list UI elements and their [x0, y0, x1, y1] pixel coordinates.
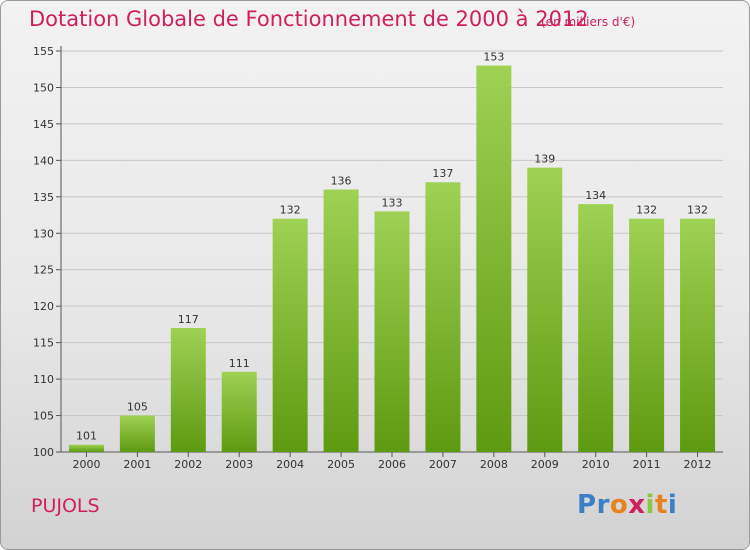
- logo-letter: r: [596, 490, 610, 520]
- value-label: 132: [687, 204, 708, 217]
- bars: [68, 65, 716, 452]
- commune-name: PUJOLS: [31, 495, 100, 517]
- y-tick-label: 145: [33, 118, 54, 131]
- x-tick-label: 2004: [276, 458, 304, 471]
- x-tick-label: 2002: [174, 458, 202, 471]
- x-tick-label: 2007: [429, 458, 457, 471]
- bar: [323, 189, 359, 452]
- y-tick-label: 125: [33, 264, 54, 277]
- bar: [374, 211, 410, 452]
- x-tick-label: 2011: [633, 458, 661, 471]
- bar: [170, 328, 206, 452]
- y-tick-label: 155: [33, 45, 54, 58]
- bar: [221, 371, 257, 452]
- x-tick-label: 2001: [123, 458, 151, 471]
- x-tick-label: 2000: [72, 458, 100, 471]
- value-label: 136: [331, 175, 352, 188]
- value-label: 134: [585, 189, 606, 202]
- x-tick-label: 2010: [582, 458, 610, 471]
- chart-subtitle: (en milliers d'€): [541, 15, 636, 29]
- x-tick-label: 2012: [684, 458, 712, 471]
- y-tick-label: 140: [33, 154, 54, 167]
- proxiti-logo: Proxiti: [577, 490, 677, 520]
- bar: [680, 218, 716, 452]
- value-label: 101: [76, 430, 97, 443]
- value-label: 137: [432, 167, 453, 180]
- y-tick-label: 150: [33, 81, 54, 94]
- bar: [476, 65, 512, 452]
- bar: [578, 204, 614, 452]
- chart-title: Dotation Globale de Fonctionnement de 20…: [29, 7, 589, 31]
- y-tick-label: 105: [33, 410, 54, 423]
- y-tick-label: 115: [33, 337, 54, 350]
- y-tick-label: 120: [33, 300, 54, 313]
- x-tick-label: 2009: [531, 458, 559, 471]
- x-tick-label: 2003: [225, 458, 253, 471]
- y-tick-label: 130: [33, 227, 54, 240]
- logo-letter: i: [667, 490, 678, 520]
- value-labels: 101 105 117 111 132 136 133 137 153 139 134 132 132: [76, 51, 708, 443]
- value-label: 133: [382, 196, 403, 209]
- logo-letter: o: [609, 490, 629, 520]
- value-label: 153: [483, 51, 504, 64]
- bar: [68, 444, 104, 452]
- bar: [527, 167, 563, 452]
- y-tick-label: 135: [33, 191, 54, 204]
- bar: [272, 218, 308, 452]
- value-label: 132: [636, 204, 657, 217]
- x-tick-label: 2005: [327, 458, 355, 471]
- logo-letter: x: [628, 490, 646, 520]
- x-tick-label: 2006: [378, 458, 406, 471]
- logo-letter: i: [645, 490, 655, 520]
- logo-letter: t: [654, 490, 668, 520]
- bar: [425, 182, 461, 452]
- value-label: 105: [127, 401, 148, 414]
- value-label: 139: [534, 153, 555, 166]
- bar: [119, 415, 155, 452]
- value-label: 132: [280, 204, 301, 217]
- x-tick-label: 2008: [480, 458, 508, 471]
- value-label: 117: [178, 313, 199, 326]
- y-tick-label: 100: [33, 446, 54, 459]
- y-tick-label: 110: [33, 373, 54, 386]
- value-label: 111: [229, 357, 250, 370]
- bar: [629, 218, 665, 452]
- logo-letter: P: [577, 490, 597, 520]
